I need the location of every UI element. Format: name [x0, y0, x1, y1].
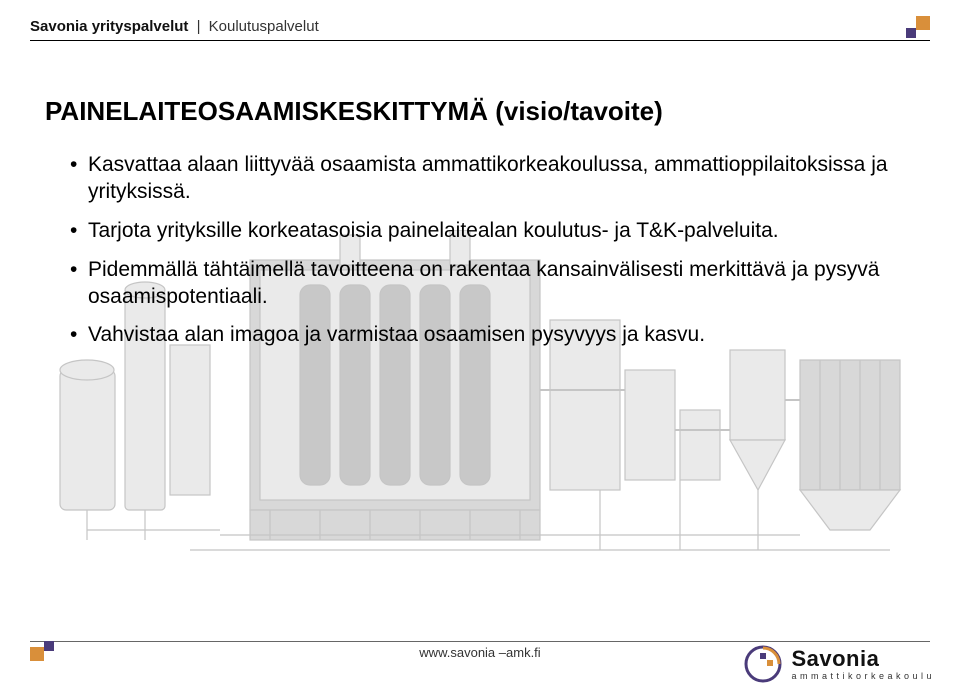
bullet-item: Pidemmällä tähtäimellä tavoitteena on ra… [70, 257, 900, 311]
bullet-item: Tarjota yrityksille korkeatasoisia paine… [70, 218, 900, 245]
header-section: Savonia yrityspalvelut [30, 18, 188, 35]
footer-rule [30, 641, 930, 642]
slide-title: PAINELAITEOSAAMISKESKITTYMÄ (visio/tavoi… [45, 96, 915, 127]
logo-tagline: a m m a t t i k o r k e a k o u l u [791, 672, 932, 681]
header-separator: | [197, 18, 201, 35]
slide: Savonia yrityspalvelut | Koulutuspalvelu… [0, 0, 960, 696]
header-rule [30, 40, 930, 41]
header-subsection: Koulutuspalvelut [209, 18, 319, 35]
logo-mark-icon [743, 644, 783, 684]
header-bar: Savonia yrityspalvelut | Koulutuspalvelu… [30, 18, 930, 35]
bullet-list: Kasvattaa alaan liittyvää osaamista amma… [70, 152, 900, 361]
header-accent-icon [902, 6, 930, 40]
bullet-item: Kasvattaa alaan liittyvää osaamista amma… [70, 152, 900, 206]
logo-brand: Savonia [791, 648, 932, 670]
bullet-item: Vahvistaa alan imagoa ja varmistaa osaam… [70, 322, 900, 349]
savonia-logo: Savonia a m m a t t i k o r k e a k o u … [743, 644, 932, 684]
